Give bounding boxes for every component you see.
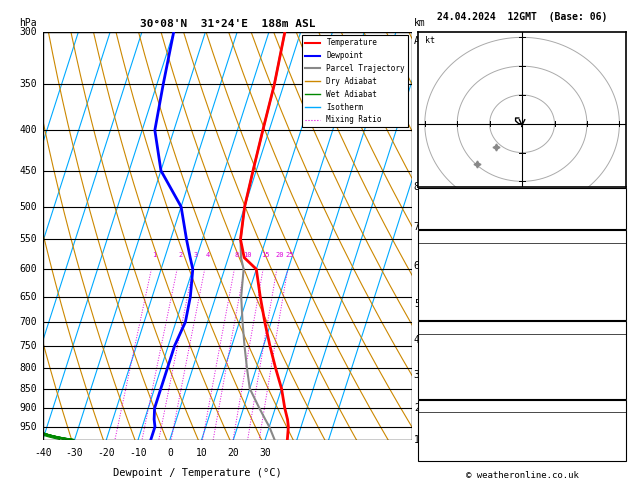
- Text: 10: 10: [243, 252, 252, 258]
- Text: 950: 950: [19, 422, 37, 432]
- Text: Totals Totals: Totals Totals: [422, 204, 492, 213]
- Text: 0: 0: [616, 388, 622, 397]
- Text: 15: 15: [262, 252, 270, 258]
- Title: 30°08'N  31°24'E  188m ASL: 30°08'N 31°24'E 188m ASL: [140, 19, 315, 30]
- Text: hPa: hPa: [19, 17, 37, 28]
- Text: 800: 800: [19, 363, 37, 373]
- Text: 400: 400: [19, 125, 37, 135]
- Text: CIN (J): CIN (J): [422, 388, 460, 397]
- Text: 450: 450: [19, 166, 37, 175]
- Text: 900: 900: [19, 403, 37, 413]
- Text: 8: 8: [235, 252, 239, 258]
- Text: K: K: [422, 191, 428, 199]
- Text: 5: 5: [616, 362, 622, 371]
- Text: -6.4: -6.4: [601, 258, 622, 267]
- Text: Surface: Surface: [503, 232, 541, 241]
- Text: CIN (J): CIN (J): [422, 310, 460, 318]
- Text: -1: -1: [611, 191, 622, 199]
- Text: CAPE (J): CAPE (J): [422, 296, 465, 306]
- Text: ASL: ASL: [414, 35, 431, 46]
- Text: Lifted Index: Lifted Index: [422, 362, 487, 371]
- Text: -5: -5: [611, 414, 622, 423]
- Text: 7: 7: [414, 222, 420, 232]
- Text: 24.04.2024  12GMT  (Base: 06): 24.04.2024 12GMT (Base: 06): [437, 12, 607, 22]
- Text: Lifted Index: Lifted Index: [422, 284, 487, 293]
- Text: 1: 1: [152, 252, 157, 258]
- Text: 650: 650: [19, 292, 37, 302]
- Text: Hodograph: Hodograph: [498, 401, 546, 411]
- Text: Temp (°C): Temp (°C): [422, 245, 470, 254]
- Text: 20: 20: [275, 252, 284, 258]
- Text: 2: 2: [616, 450, 622, 459]
- Text: 0: 0: [616, 296, 622, 306]
- Text: Dewpoint / Temperature (°C): Dewpoint / Temperature (°C): [113, 469, 282, 478]
- Text: 3: 3: [414, 370, 420, 380]
- Text: Dewp (°C): Dewp (°C): [422, 258, 470, 267]
- Text: -10: -10: [129, 448, 147, 458]
- Text: -30: -30: [65, 448, 84, 458]
- Text: 30: 30: [259, 448, 271, 458]
- Text: EH: EH: [422, 414, 433, 423]
- Text: 0: 0: [167, 448, 173, 458]
- Text: 850: 850: [19, 383, 37, 394]
- Text: 750: 750: [19, 341, 37, 351]
- Text: 4: 4: [206, 252, 209, 258]
- Text: © weatheronline.co.uk: © weatheronline.co.uk: [465, 471, 579, 480]
- Text: -20: -20: [97, 448, 115, 458]
- Text: θₑ (K): θₑ (K): [422, 349, 454, 358]
- Text: km: km: [414, 17, 426, 28]
- Text: Most Unstable: Most Unstable: [487, 323, 557, 332]
- Text: SREH: SREH: [422, 426, 443, 435]
- Text: 6: 6: [414, 261, 420, 271]
- Text: PW (cm): PW (cm): [422, 218, 460, 227]
- Text: 8: 8: [414, 182, 420, 192]
- Text: 2: 2: [178, 252, 182, 258]
- Text: StmSpd (kt): StmSpd (kt): [422, 450, 481, 459]
- Text: 0: 0: [616, 375, 622, 384]
- Text: 500: 500: [19, 202, 37, 212]
- Text: -8: -8: [611, 426, 622, 435]
- Text: -40: -40: [34, 448, 52, 458]
- Text: 38.3: 38.3: [601, 245, 622, 254]
- Text: 2: 2: [414, 403, 420, 413]
- Text: 550: 550: [19, 234, 37, 244]
- Text: 4: 4: [414, 335, 420, 345]
- Text: 320: 320: [606, 349, 622, 358]
- Text: CAPE (J): CAPE (J): [422, 375, 465, 384]
- Text: θₑ(K): θₑ(K): [422, 271, 449, 280]
- Text: 350: 350: [19, 79, 37, 89]
- Text: 5: 5: [414, 299, 420, 309]
- Text: StmDir: StmDir: [422, 438, 454, 447]
- Text: 20: 20: [228, 448, 239, 458]
- Text: 0: 0: [616, 310, 622, 318]
- Text: 38: 38: [611, 204, 622, 213]
- Text: Pressure (mb): Pressure (mb): [422, 336, 492, 345]
- Text: kt: kt: [425, 36, 435, 45]
- Text: 25: 25: [286, 252, 294, 258]
- Legend: Temperature, Dewpoint, Parcel Trajectory, Dry Adiabat, Wet Adiabat, Isotherm, Mi: Temperature, Dewpoint, Parcel Trajectory…: [302, 35, 408, 127]
- Text: 10: 10: [196, 448, 208, 458]
- Text: 987: 987: [606, 336, 622, 345]
- Text: 1: 1: [414, 435, 420, 445]
- Text: 0.98: 0.98: [601, 218, 622, 227]
- Text: 600: 600: [19, 264, 37, 274]
- Text: 250°: 250°: [601, 438, 622, 447]
- Text: 320: 320: [606, 271, 622, 280]
- Text: 300: 300: [19, 27, 37, 36]
- Text: 3: 3: [194, 252, 198, 258]
- Text: 5: 5: [616, 284, 622, 293]
- Text: Mixing Ratio (g/kgΩ): Mixing Ratio (g/kgΩ): [433, 186, 442, 286]
- Text: 700: 700: [19, 317, 37, 327]
